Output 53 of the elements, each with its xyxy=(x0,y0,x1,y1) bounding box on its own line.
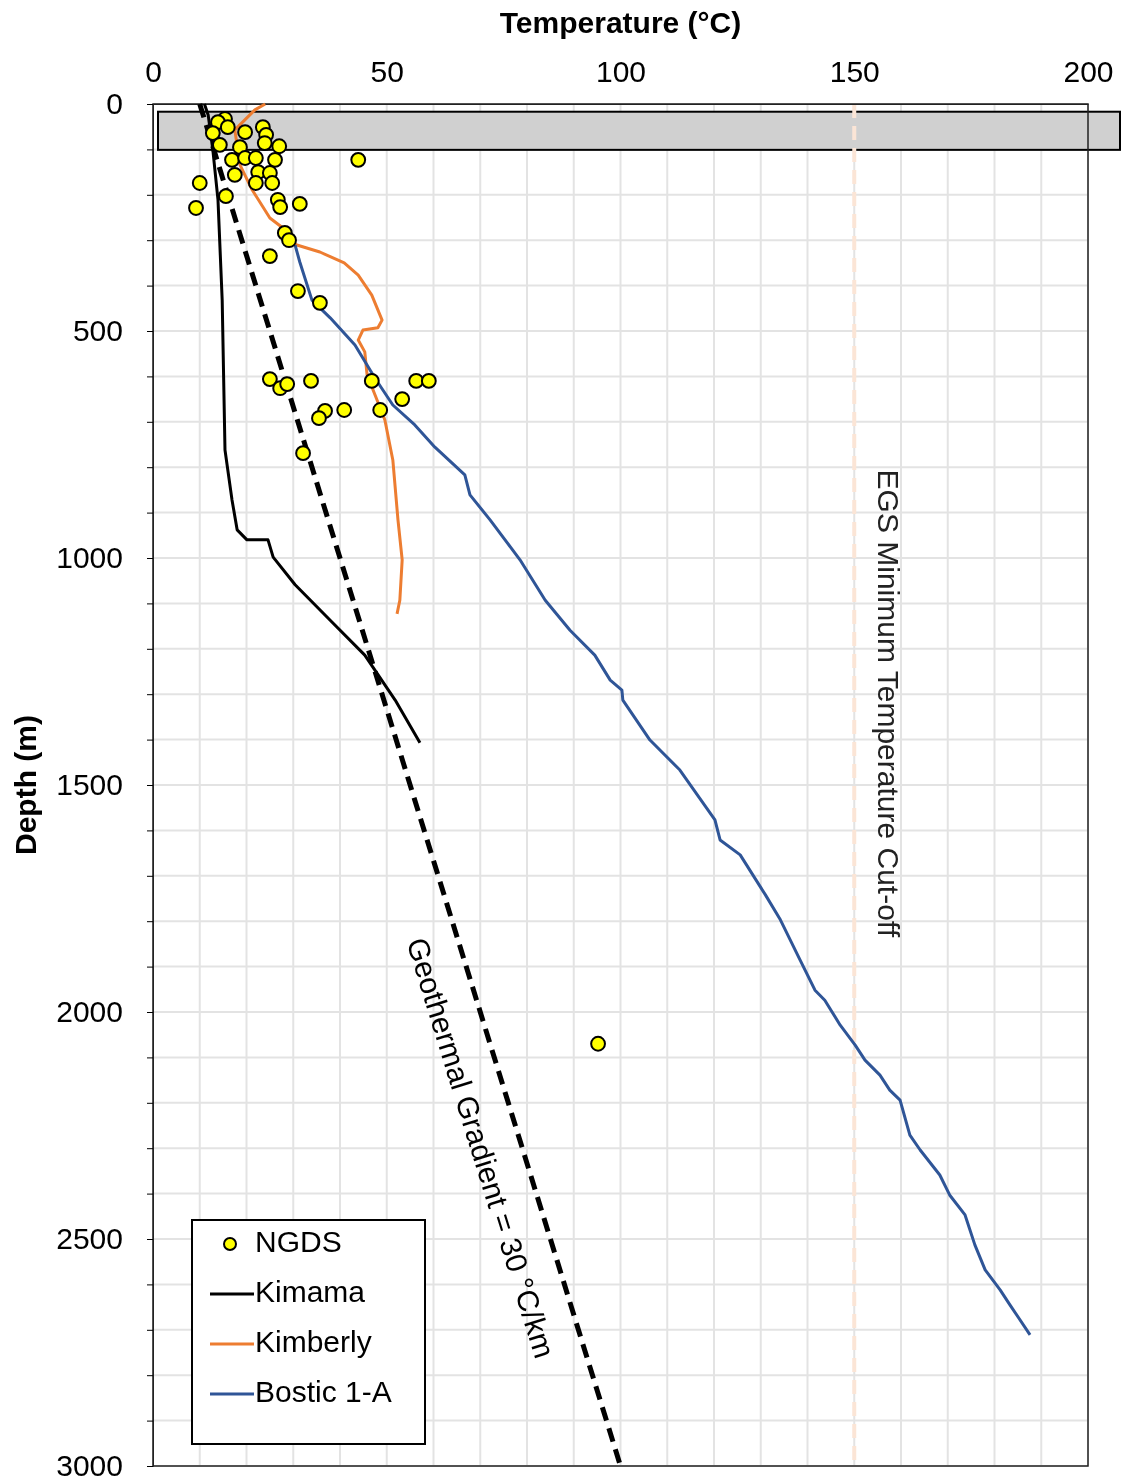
x-tick-label: 150 xyxy=(829,55,880,88)
y-tick-label: 1000 xyxy=(56,541,123,575)
x-tick-label: 50 xyxy=(370,55,404,88)
point xyxy=(204,125,221,141)
y-axis-title: Depth (m) xyxy=(9,715,42,855)
point xyxy=(311,410,327,427)
y-tick-label: 2000 xyxy=(56,995,123,1029)
ref-line-label: EGS Minimum Temperature Cut-off xyxy=(872,469,906,938)
point xyxy=(281,232,297,249)
point xyxy=(261,248,278,264)
point xyxy=(256,135,273,151)
point xyxy=(420,373,437,389)
x-tick-label: 0 xyxy=(145,55,162,88)
point xyxy=(247,150,264,166)
x-axis-title: Temperature (°C) xyxy=(499,6,742,39)
point xyxy=(211,136,228,153)
point xyxy=(271,138,288,155)
y-tick-label: 500 xyxy=(72,314,123,348)
legend-label: Kimberly xyxy=(255,1324,372,1358)
point xyxy=(290,283,306,299)
y-tick-label: 1500 xyxy=(56,768,123,802)
point xyxy=(394,391,411,407)
point xyxy=(224,151,240,168)
point xyxy=(295,445,311,462)
y-tick-label: 2500 xyxy=(56,1222,123,1256)
point xyxy=(372,402,389,418)
point xyxy=(350,151,367,168)
legend-label: Bostic 1-A xyxy=(255,1374,392,1408)
point xyxy=(226,166,243,183)
point xyxy=(336,402,353,418)
point xyxy=(267,151,283,168)
point xyxy=(303,373,319,389)
point xyxy=(272,199,289,215)
legend-label: Kimama xyxy=(255,1274,366,1308)
point xyxy=(237,124,254,141)
point xyxy=(291,195,308,212)
y-tick-label: 3000 xyxy=(56,1449,123,1481)
point xyxy=(408,373,425,389)
point xyxy=(247,175,264,191)
point xyxy=(218,188,234,205)
point xyxy=(311,294,328,311)
x-tick-label: 200 xyxy=(1063,55,1114,88)
x-tick-label: 100 xyxy=(595,55,647,88)
legend-label: NGDS xyxy=(255,1224,342,1258)
point xyxy=(363,373,380,389)
point xyxy=(264,175,281,191)
point xyxy=(590,1035,606,1052)
y-tick-label: 0 xyxy=(106,87,123,121)
point xyxy=(188,200,204,216)
point xyxy=(261,371,278,388)
point xyxy=(191,175,208,191)
point xyxy=(279,376,296,393)
point xyxy=(219,119,236,136)
